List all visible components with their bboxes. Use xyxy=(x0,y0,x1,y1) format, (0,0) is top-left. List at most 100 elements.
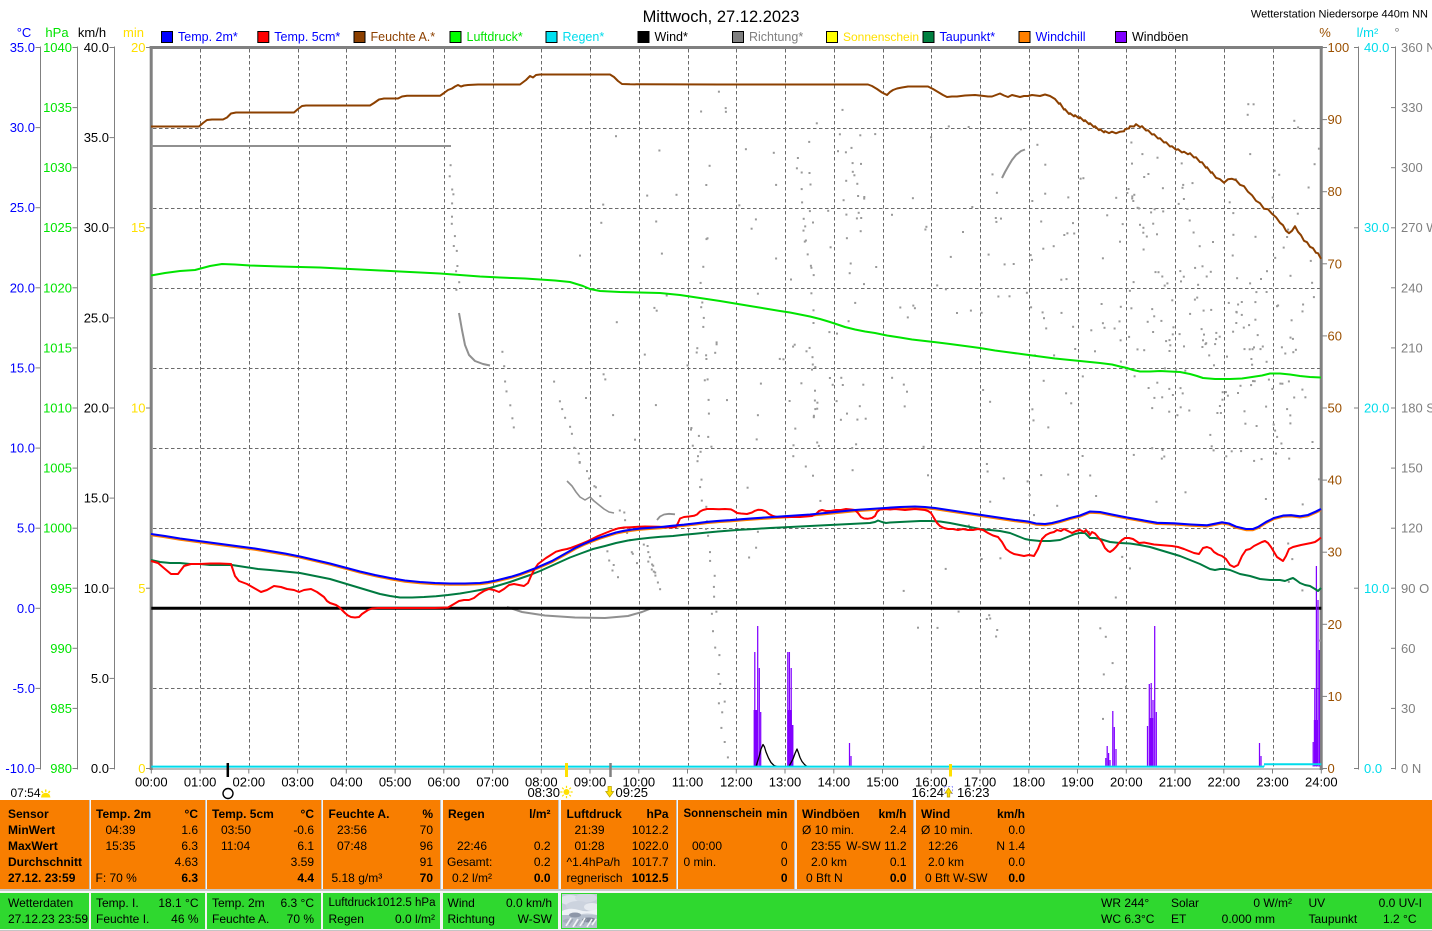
svg-text:985: 985 xyxy=(50,701,72,716)
svg-text:Feuchte A.*: Feuchte A.* xyxy=(371,30,436,44)
svg-text:24:00: 24:00 xyxy=(1305,775,1338,790)
svg-text:hPa: hPa xyxy=(45,25,69,40)
svg-text:21:00: 21:00 xyxy=(1159,775,1192,790)
svg-text:07:00: 07:00 xyxy=(476,775,509,790)
svg-text:07:54: 07:54 xyxy=(11,786,41,800)
svg-text:360 N: 360 N xyxy=(1401,40,1432,55)
svg-text:08:30: 08:30 xyxy=(527,785,560,800)
svg-text:l/m²: l/m² xyxy=(1357,25,1379,40)
svg-text:Temp. 5cm*: Temp. 5cm* xyxy=(274,30,340,44)
svg-text:25.0: 25.0 xyxy=(10,200,35,215)
svg-text:Sonnenschein: Sonnenschein xyxy=(843,30,919,44)
svg-text:90: 90 xyxy=(1328,112,1342,127)
svg-text:40: 40 xyxy=(1328,473,1342,488)
svg-text:15: 15 xyxy=(131,220,145,235)
svg-text:180 S: 180 S xyxy=(1401,401,1432,416)
svg-text:02:00: 02:00 xyxy=(233,775,266,790)
svg-text:0.0: 0.0 xyxy=(91,761,109,776)
svg-text:16:24: 16:24 xyxy=(911,785,944,800)
svg-text:17:00: 17:00 xyxy=(964,775,997,790)
svg-text:14:00: 14:00 xyxy=(818,775,851,790)
svg-text:15:00: 15:00 xyxy=(866,775,899,790)
svg-text:25.0: 25.0 xyxy=(84,310,109,325)
svg-text:100: 100 xyxy=(1328,40,1350,55)
svg-text:5.0: 5.0 xyxy=(17,521,35,536)
svg-text:30.0: 30.0 xyxy=(1364,220,1389,235)
svg-text:980: 980 xyxy=(50,761,72,776)
svg-text:09:00: 09:00 xyxy=(574,775,607,790)
svg-text:35.0: 35.0 xyxy=(10,40,35,55)
svg-text:10: 10 xyxy=(131,401,145,416)
svg-text:300: 300 xyxy=(1401,160,1423,175)
svg-text:°C: °C xyxy=(17,25,32,40)
svg-text:12:00: 12:00 xyxy=(720,775,753,790)
svg-text:5: 5 xyxy=(138,581,145,596)
svg-text:1005: 1005 xyxy=(43,461,72,476)
svg-text:10:00: 10:00 xyxy=(623,775,656,790)
svg-text:15.0: 15.0 xyxy=(10,360,35,375)
svg-text:°: ° xyxy=(1394,25,1399,40)
svg-text:19:00: 19:00 xyxy=(1061,775,1094,790)
svg-text:1040: 1040 xyxy=(43,40,72,55)
svg-text:11:00: 11:00 xyxy=(672,775,704,790)
svg-text:min: min xyxy=(123,25,144,40)
svg-text:90 O: 90 O xyxy=(1401,581,1429,596)
svg-text:270 W: 270 W xyxy=(1401,220,1432,235)
svg-text:1035: 1035 xyxy=(43,100,72,115)
svg-text:1025: 1025 xyxy=(43,220,72,235)
svg-text:0 N: 0 N xyxy=(1401,761,1421,776)
svg-text:0: 0 xyxy=(1328,761,1335,776)
svg-text:990: 990 xyxy=(50,641,72,656)
svg-text:05:00: 05:00 xyxy=(379,775,412,790)
svg-text:60: 60 xyxy=(1328,328,1342,343)
svg-text:0: 0 xyxy=(138,761,145,776)
svg-text:60: 60 xyxy=(1401,641,1415,656)
svg-text:35.0: 35.0 xyxy=(84,130,109,145)
svg-text:210: 210 xyxy=(1401,340,1423,355)
svg-text:01:00: 01:00 xyxy=(184,775,217,790)
svg-text:240: 240 xyxy=(1401,280,1423,295)
svg-text:0.0: 0.0 xyxy=(1364,761,1382,776)
svg-text:120: 120 xyxy=(1401,521,1423,536)
svg-text:15.0: 15.0 xyxy=(84,491,109,506)
svg-text:40.0: 40.0 xyxy=(1364,40,1389,55)
svg-text:20.0: 20.0 xyxy=(1364,401,1389,416)
svg-text:13:00: 13:00 xyxy=(769,775,802,790)
svg-text:40.0: 40.0 xyxy=(84,40,109,55)
svg-text:5.0: 5.0 xyxy=(91,671,109,686)
svg-text:10.0: 10.0 xyxy=(1364,581,1389,596)
svg-text:Taupunkt*: Taupunkt* xyxy=(940,30,996,44)
svg-text:0.0: 0.0 xyxy=(17,601,35,616)
svg-text:80: 80 xyxy=(1328,184,1342,199)
svg-text:09:25: 09:25 xyxy=(616,785,649,800)
svg-text:20:00: 20:00 xyxy=(1110,775,1143,790)
svg-text:Luftdruck*: Luftdruck* xyxy=(467,30,523,44)
svg-text:04:00: 04:00 xyxy=(330,775,363,790)
svg-text:1020: 1020 xyxy=(43,280,72,295)
svg-text:30.0: 30.0 xyxy=(84,220,109,235)
svg-text:10.0: 10.0 xyxy=(10,441,35,456)
svg-text:Wind*: Wind* xyxy=(655,30,688,44)
svg-text:30.0: 30.0 xyxy=(10,120,35,135)
svg-text:Regen*: Regen* xyxy=(563,30,605,44)
svg-text:Wetterstation Niedersorpe 440m: Wetterstation Niedersorpe 440m NN xyxy=(1251,9,1428,21)
svg-text:Richtung*: Richtung* xyxy=(749,30,803,44)
svg-text:150: 150 xyxy=(1401,461,1423,476)
svg-text:1030: 1030 xyxy=(43,160,72,175)
svg-text:70: 70 xyxy=(1328,256,1342,271)
svg-text:20.0: 20.0 xyxy=(10,280,35,295)
svg-text:1010: 1010 xyxy=(43,401,72,416)
svg-text:Temp. 2m*: Temp. 2m* xyxy=(178,30,238,44)
svg-text:km/h: km/h xyxy=(78,25,106,40)
svg-text:00:00: 00:00 xyxy=(135,775,168,790)
svg-text:995: 995 xyxy=(50,581,72,596)
svg-text:18:00: 18:00 xyxy=(1013,775,1046,790)
svg-text:06:00: 06:00 xyxy=(428,775,461,790)
svg-text:50: 50 xyxy=(1328,401,1342,416)
svg-text:330: 330 xyxy=(1401,100,1423,115)
svg-text:10: 10 xyxy=(1328,689,1342,704)
svg-text:1000: 1000 xyxy=(43,521,72,536)
svg-text:16:23: 16:23 xyxy=(957,785,990,800)
svg-text:%: % xyxy=(1319,25,1331,40)
svg-text:30: 30 xyxy=(1401,701,1415,716)
